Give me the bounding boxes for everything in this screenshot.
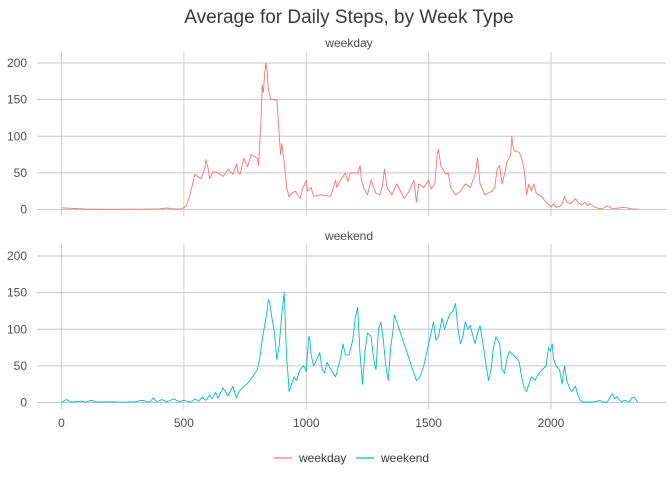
chart-title: Average for Daily Steps, by Week Type bbox=[184, 7, 514, 28]
panel-weekday-grid bbox=[37, 52, 666, 216]
x-tick-label-1500: 1500 bbox=[415, 416, 442, 430]
y-tick-label-weekday-100: 100 bbox=[7, 129, 27, 143]
legend: weekday weekend bbox=[274, 451, 429, 465]
x-tick-label-0: 0 bbox=[58, 416, 65, 430]
panel-strip-weekday: weekday bbox=[324, 36, 372, 50]
x-tick-label-500: 500 bbox=[174, 416, 194, 430]
y-tick-label-weekend-150: 150 bbox=[7, 286, 27, 300]
y-tick-label-weekday-50: 50 bbox=[14, 166, 28, 180]
panel-strip-weekend: weekend bbox=[324, 229, 373, 243]
panel-weekday: 0 50 100 150 200 bbox=[7, 52, 666, 217]
x-axis-ticks: 0 500 1000 1500 2000 bbox=[58, 416, 565, 430]
x-tick-label-1000: 1000 bbox=[293, 416, 320, 430]
y-tick-label-weekend-0: 0 bbox=[20, 396, 27, 410]
x-tick-label-2000: 2000 bbox=[538, 416, 565, 430]
panel-weekend-grid bbox=[37, 244, 666, 409]
y-tick-label-weekday-150: 150 bbox=[7, 93, 27, 107]
panel-weekday-y-ticks: 0 50 100 150 200 bbox=[7, 56, 27, 217]
legend-label-weekday: weekday bbox=[298, 451, 346, 465]
y-tick-label-weekend-50: 50 bbox=[14, 359, 28, 373]
y-tick-label-weekend-200: 200 bbox=[7, 249, 27, 263]
y-tick-label-weekend-100: 100 bbox=[7, 322, 27, 336]
y-tick-label-weekday-200: 200 bbox=[7, 56, 27, 70]
y-tick-label-weekday-0: 0 bbox=[20, 203, 27, 217]
panel-weekend: 0 50 100 150 200 bbox=[7, 244, 666, 410]
panel-weekend-y-ticks: 0 50 100 150 200 bbox=[7, 249, 27, 410]
legend-label-weekend: weekend bbox=[380, 451, 429, 465]
series-line-weekend bbox=[61, 292, 639, 403]
series-line-weekday bbox=[61, 62, 638, 210]
